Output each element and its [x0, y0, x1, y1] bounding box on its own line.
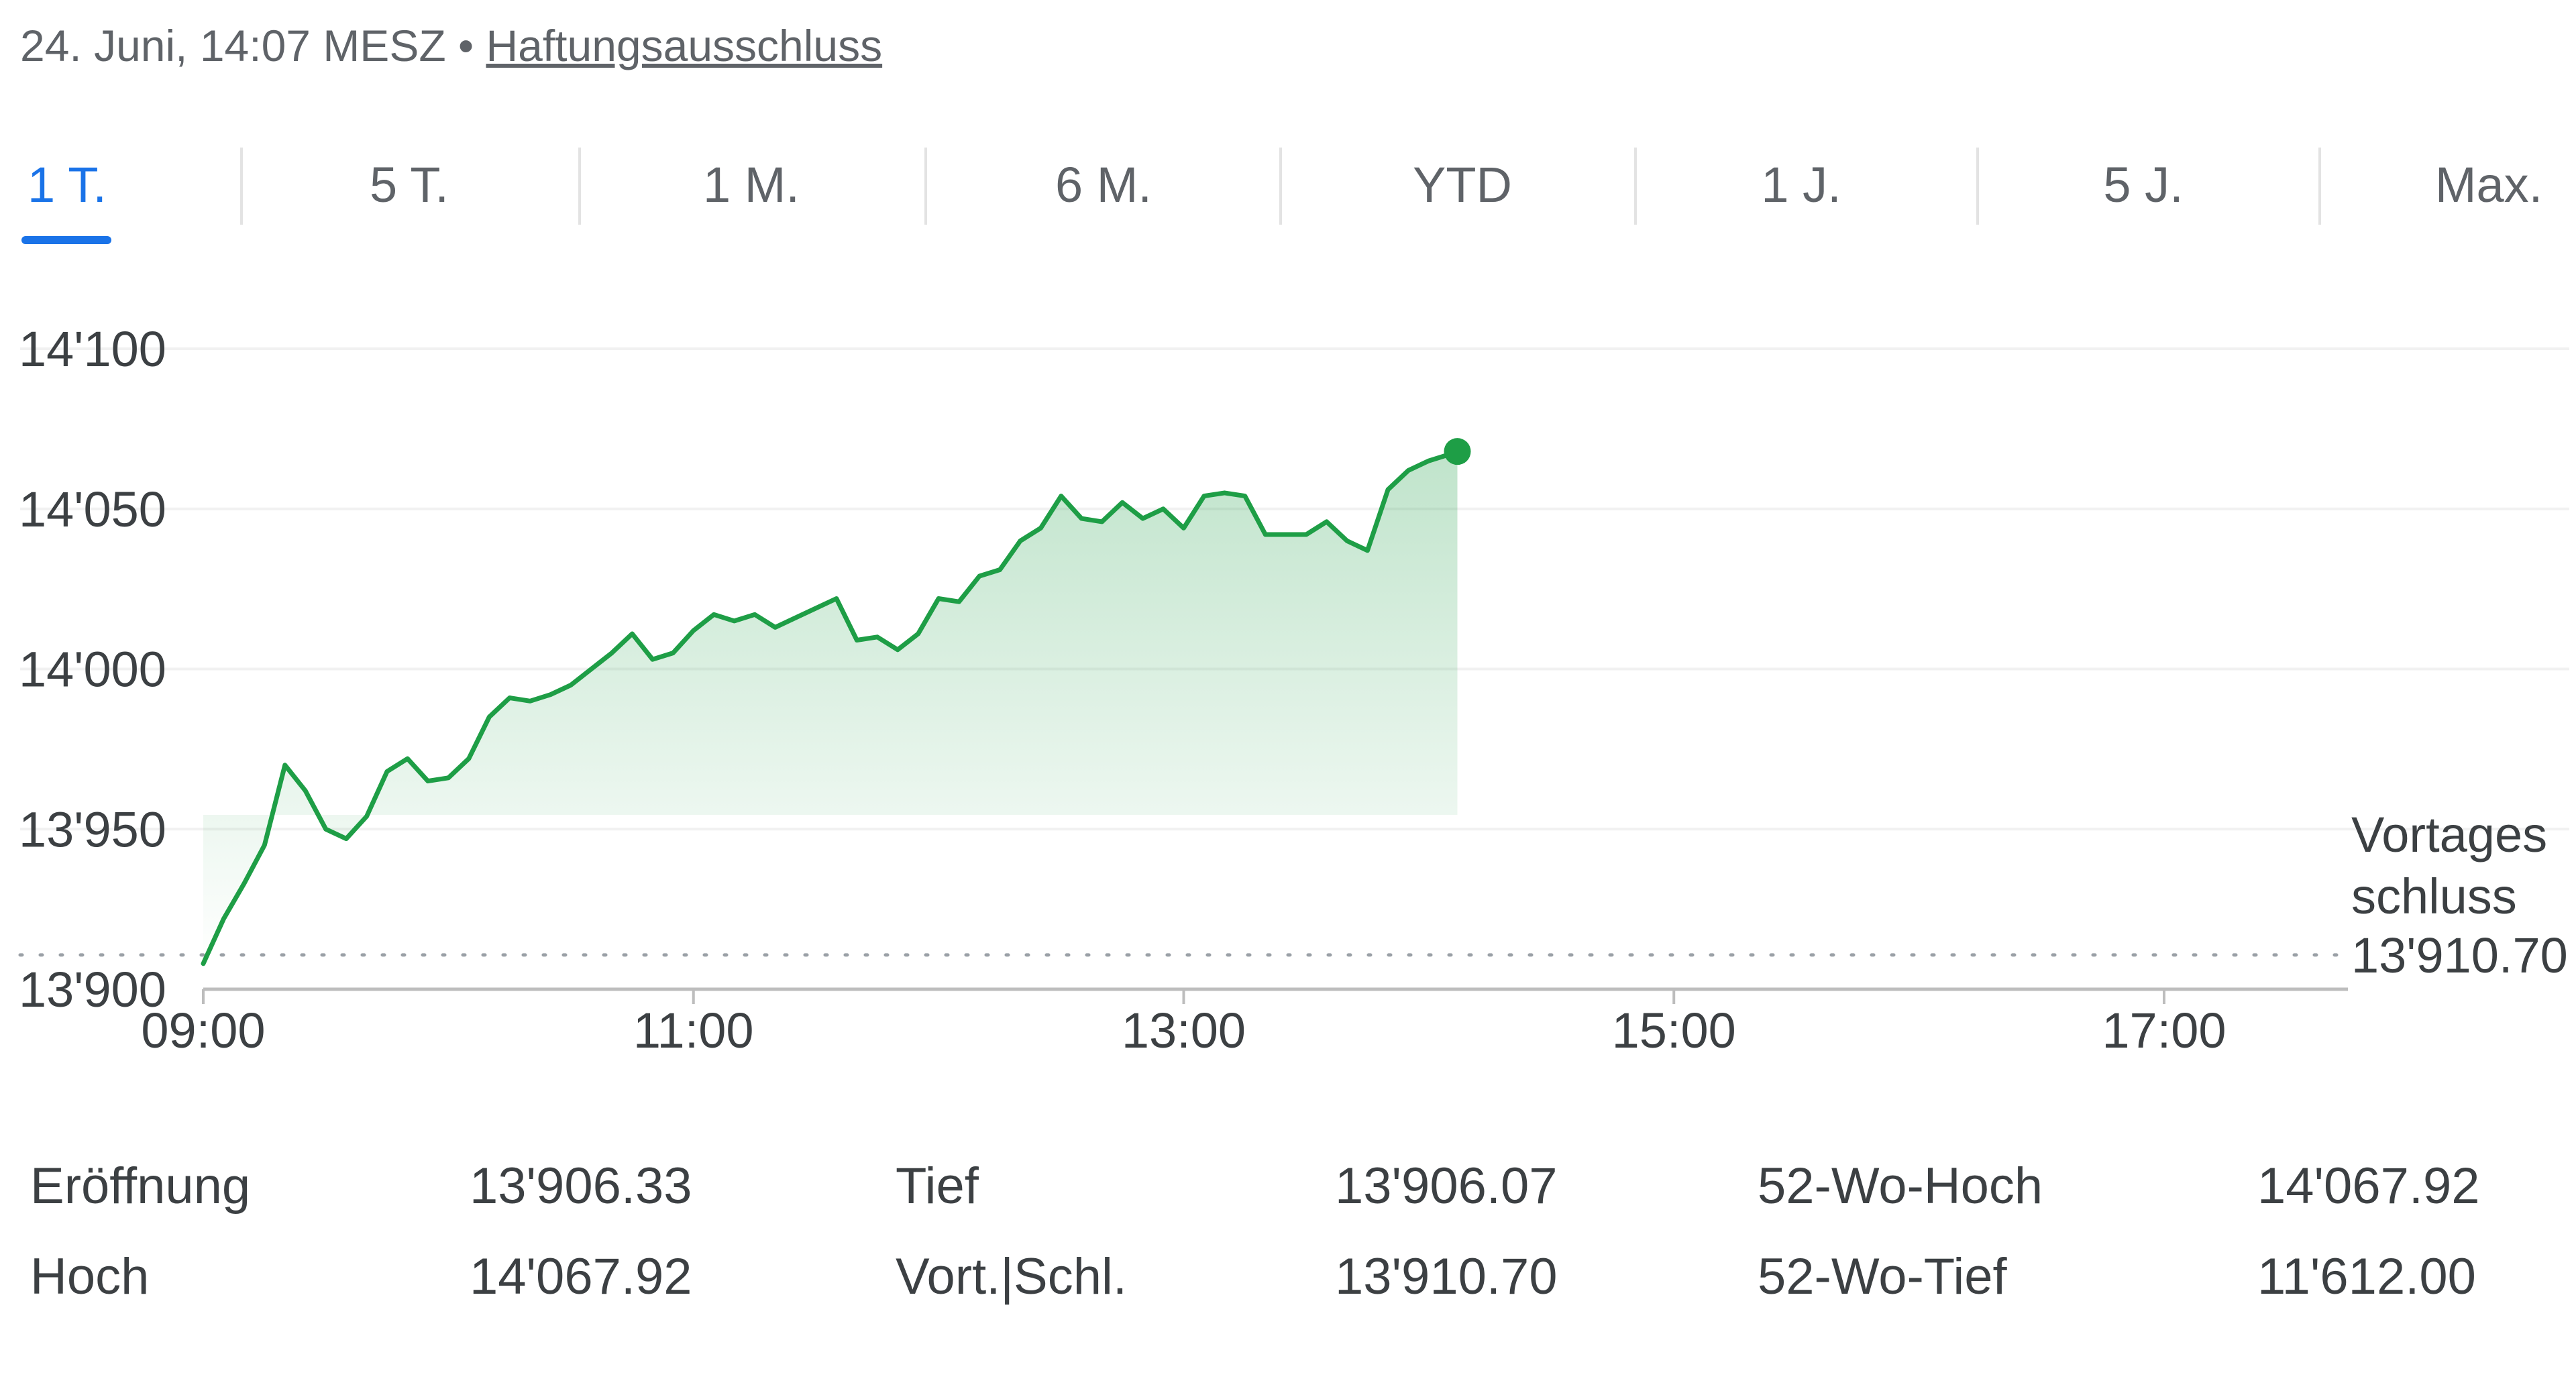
y-tick-label: 13'900 — [19, 962, 166, 1017]
price-area — [203, 451, 1458, 964]
tab-max[interactable]: Max. — [2434, 156, 2543, 213]
price-chart: 13'900 13'950 14'000 14'050 14'100 09:00 11:00… — [18, 321, 2569, 1058]
axes: 13'900 13'950 14'000 14'050 14'100 09:00 11:00… — [19, 321, 2348, 1058]
stat-value-high: 14'067.92 — [470, 1248, 692, 1305]
tab-separator — [1279, 148, 1282, 225]
previous-close-value: 13'910.70 — [2351, 928, 2568, 983]
y-tick-label: 14'100 — [19, 321, 166, 377]
tab-separator — [1634, 148, 1637, 225]
tab-separator — [2318, 148, 2321, 225]
tab-1-month[interactable]: 1 M. — [703, 156, 800, 213]
tab-5-days[interactable]: 5 T. — [370, 156, 449, 213]
previous-close-label-line: Vortages — [2351, 807, 2547, 862]
stat-value-52w-high: 14'067.92 — [2257, 1158, 2480, 1215]
tab-separator — [578, 148, 581, 225]
disclaimer-link[interactable]: Haftungsausschluss — [486, 21, 883, 70]
stat-label-52w-low: 52-Wo-Tief — [1758, 1248, 2007, 1305]
x-tick-label: 09:00 — [141, 1003, 265, 1058]
x-tick-label: 11:00 — [633, 1003, 754, 1058]
time-range-tabs: 1 T. 5 T. 1 M. 6 M. YTD 1 J. 5 J. Max. — [0, 127, 2576, 248]
price-line — [201, 449, 1460, 966]
tab-1-day[interactable]: 1 T. — [28, 156, 107, 213]
stat-label-prev-close: Vort.|Schl. — [896, 1248, 1128, 1305]
last-price-point — [1444, 438, 1471, 465]
tab-ytd[interactable]: YTD — [1413, 156, 1512, 213]
stat-value-prev-close: 13'910.70 — [1335, 1248, 1558, 1305]
stat-label-open: Eröffnung — [30, 1158, 251, 1215]
key-stats: Eröffnung 13'906.33 Hoch 14'067.92 Tief … — [0, 1140, 2576, 1315]
tab-separator — [1976, 148, 1979, 225]
tab-separator — [240, 148, 243, 225]
stat-value-open: 13'906.33 — [470, 1158, 692, 1215]
y-tick-label: 14'050 — [19, 482, 166, 537]
x-tick-label: 17:00 — [2102, 1003, 2226, 1058]
tab-1-year[interactable]: 1 J. — [1761, 156, 1841, 213]
tab-5-years[interactable]: 5 J. — [2103, 156, 2184, 213]
stat-value-52w-low: 11'612.00 — [2257, 1248, 2476, 1305]
x-tick-label: 15:00 — [1612, 1003, 1736, 1058]
y-tick-label: 13'950 — [19, 801, 166, 857]
y-tick-label: 14'000 — [19, 642, 166, 698]
x-tick-label: 13:00 — [1122, 1003, 1246, 1058]
tab-separator — [924, 148, 927, 225]
timestamp: 24. Juni, 14:07 MESZ — [20, 21, 446, 70]
stat-label-52w-high: 52-Wo-Hoch — [1758, 1158, 2043, 1215]
active-tab-indicator — [21, 236, 111, 244]
previous-close-label-line: schluss — [2351, 869, 2517, 924]
header-separator: • — [458, 21, 474, 70]
stat-label-high: Hoch — [30, 1248, 150, 1305]
stat-label-low: Tief — [896, 1158, 979, 1215]
tab-6-months[interactable]: 6 M. — [1055, 156, 1152, 213]
stat-value-low: 13'906.07 — [1335, 1158, 1558, 1215]
chart-header: 24. Juni, 14:07 MESZ • Haftungsausschlus… — [20, 20, 882, 71]
